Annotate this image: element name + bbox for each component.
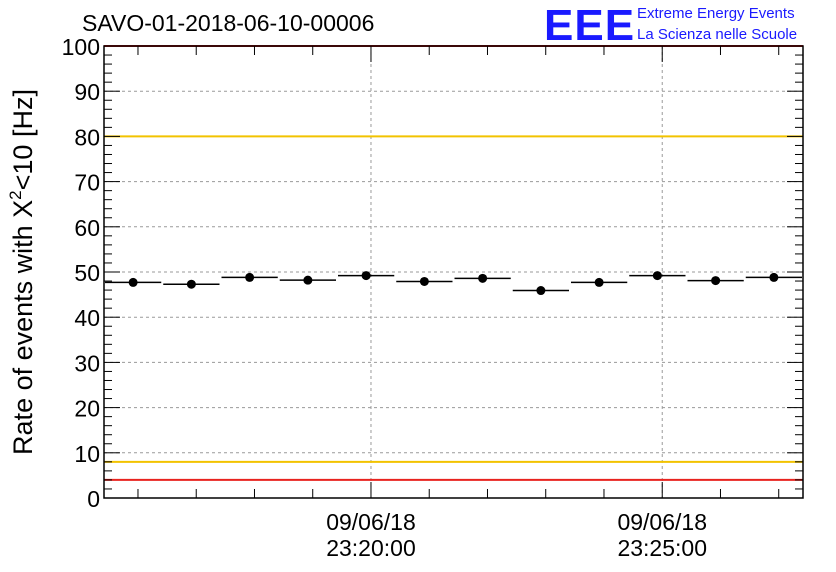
data-point (245, 272, 255, 282)
y-tick-label: 30 (74, 350, 100, 376)
logo-line-1: Extreme Energy Events (637, 5, 795, 22)
y-axis-label-sup: 2 (6, 190, 25, 199)
y-tick-label: 0 (87, 486, 100, 512)
y-tick-label: 40 (74, 305, 100, 331)
y-tick-label: 50 (74, 260, 100, 286)
data-point (361, 271, 371, 281)
eee-logo: EEE Extreme Energy Events La Scienza nel… (544, 1, 797, 50)
y-tick-label: 80 (74, 124, 100, 150)
y-tick-label: 70 (74, 170, 100, 196)
data-point (478, 273, 488, 283)
eee-logo-mark: EEE (544, 1, 635, 50)
data-point (711, 276, 721, 286)
y-axis-label: Rate of events with X2<10 [Hz] (6, 89, 38, 455)
y-axis-label-tail: <10 [Hz] (8, 89, 38, 190)
x-tick-label-time: 23:25:00 (617, 535, 707, 561)
data-point (186, 279, 196, 289)
data-point (536, 286, 546, 296)
x-tick-label-date: 09/06/18 (326, 509, 416, 535)
y-tick-labels: 0 10 20 30 40 50 60 70 80 90 100 (62, 34, 100, 512)
y-tick-label: 20 (74, 396, 100, 422)
y-tick-label: 60 (74, 215, 100, 241)
data-points (105, 271, 802, 296)
chart-title: SAVO-01-2018-06-10-00006 (82, 10, 374, 36)
data-point (652, 271, 662, 281)
y-tick-label: 10 (74, 441, 100, 467)
y-tick-label: 100 (62, 34, 100, 60)
data-point (594, 277, 604, 287)
x-tick-label-date: 09/06/18 (617, 509, 707, 535)
y-axis-label-base: Rate of events with X (8, 200, 38, 455)
reference-lines (104, 45, 803, 481)
logo-line-2: La Scienza nelle Scuole (637, 26, 797, 43)
data-point (769, 272, 779, 282)
data-point (128, 277, 138, 287)
x-tick-label-time: 23:20:00 (326, 535, 416, 561)
data-point (303, 275, 313, 285)
axes (103, 45, 804, 499)
grid-lines (104, 46, 803, 498)
y-tick-label: 90 (74, 79, 100, 105)
data-point (419, 276, 429, 286)
